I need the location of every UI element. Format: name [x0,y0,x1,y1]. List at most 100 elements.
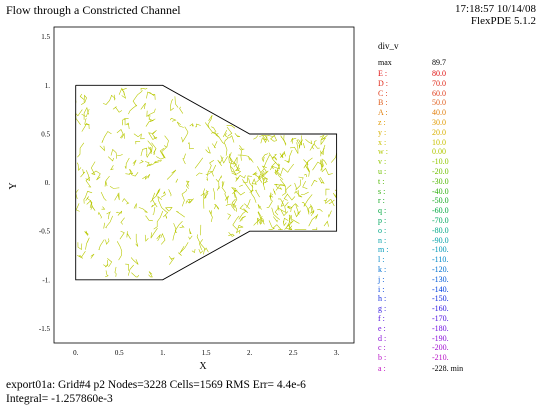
contour-line [262,171,268,184]
contour-line [208,210,213,222]
contour-line [176,210,185,218]
contour-line [97,211,102,219]
legend-level-value: -50.0 [432,196,449,206]
contour-line [181,126,189,143]
legend-level-label: j : [378,274,385,284]
legend-level-value: -210. [432,353,449,363]
legend-level-value: -90.0 [432,235,449,245]
contour-line [323,197,328,202]
legend-level-label: w : [378,147,388,157]
y-tick-label-6: -1.5 [39,325,51,333]
legend-level: x : 10.0 [378,137,536,148]
contour-line [234,164,242,175]
contour-line [262,181,268,190]
contour-line [85,237,90,250]
contour-line [116,241,123,261]
y-tick-label-1: 1. [45,82,51,90]
contour-line [77,242,83,251]
contour-line [226,195,229,204]
contour-line [206,164,217,177]
contour-line [107,156,114,162]
contour-line [179,106,184,114]
legend-level: C : 60.0 [378,88,536,99]
contour-line [132,159,137,166]
contour-line [298,135,303,146]
contour-line [321,158,327,165]
contour-line [296,189,303,198]
page-title: Flow through a Constricted Channel [6,3,181,17]
contour-line [303,173,308,178]
legend-level-value: -170. [432,314,449,323]
contour-line [101,131,112,144]
contour-line [303,159,310,177]
legend-level-label: q : [378,206,387,216]
legend-level-label: n : [378,235,387,245]
contour-line [90,253,95,259]
contour-line [279,153,284,159]
contour-line [76,251,86,258]
contour-line [308,205,313,214]
contour-line [90,161,96,175]
contour-line [131,272,140,278]
contour-line [132,90,143,107]
legend-level: f : -170. [378,313,536,324]
contour-lines [75,87,337,278]
contour-line [281,184,292,196]
legend-level-label: c : [378,343,386,353]
contour-line [195,172,203,177]
contour-line [138,207,148,213]
contour-line [239,204,249,214]
contour-line [75,114,81,125]
contour-line [109,186,120,189]
contour-line [130,257,139,265]
contour-line [248,156,254,163]
contour-line [115,210,123,216]
contour-line [194,157,204,169]
contour-line [152,207,156,216]
legend-level-label: o : [378,225,387,235]
contour-line [271,207,280,220]
legend-level: w : 0.00 [378,146,536,157]
contour-line [83,106,89,120]
contour-line [146,146,152,158]
legend-level-label: s : [378,186,386,196]
contour-line [151,142,157,153]
contour-line [239,215,246,222]
contour-line [302,180,308,189]
contour-line [311,179,318,187]
contour-line [301,201,310,215]
contour-line [156,148,165,160]
contour-line [196,234,206,255]
legend-level-label: k : [378,265,387,274]
legend-level-value: -30.0 [432,176,449,186]
contour-line [164,207,173,212]
contour-line [111,94,116,101]
channel-boundary [75,84,338,281]
contour-line [176,121,184,128]
contour-line [310,204,314,214]
contour-line [255,189,260,198]
contour-line [154,159,162,164]
contour-line [110,148,118,159]
legend-level: h : -150. [378,293,536,304]
contour-line [271,156,277,161]
legend-level-label: p : [378,216,387,225]
legend-level: m : -100. [378,244,536,255]
x-tick-label-3: 1.5 [202,349,211,357]
contour-line [152,130,157,140]
contour-line [125,263,129,271]
contour-line [135,233,139,247]
contour-line [254,174,263,183]
y-tick-labels: 1.5 1. 0.5 0. -0.5 -1. -1.5 [39,33,51,333]
contour-line [215,175,222,183]
legend-level: y : 20.0 [378,127,536,138]
contour-line [179,242,189,254]
contour-line [278,198,285,207]
contour-line [211,126,217,133]
legend-level: d : -190. [378,333,536,344]
legend-level-label: d : [378,333,387,343]
legend-max-label: max [378,58,392,67]
contour-line [195,123,201,128]
contour-line [139,159,144,164]
contour-line [231,203,237,212]
